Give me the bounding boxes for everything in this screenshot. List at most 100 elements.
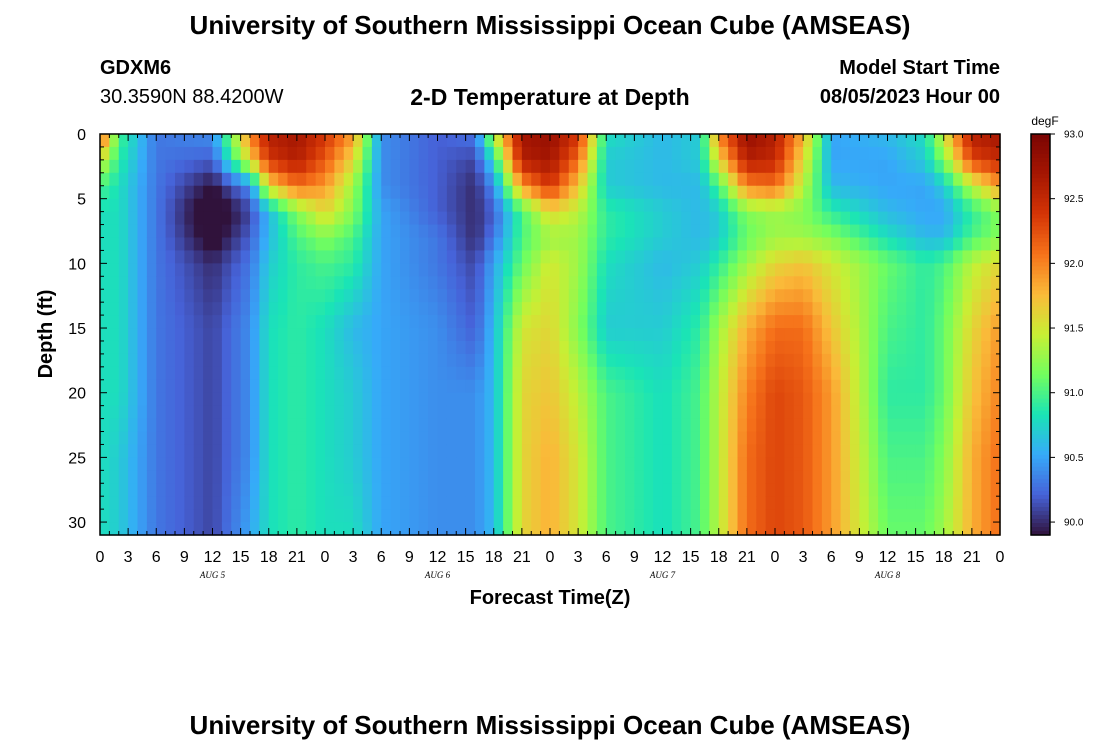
heatmap-cell (456, 146, 467, 161)
heatmap-cell (137, 146, 148, 161)
heatmap-cell (596, 263, 607, 277)
heatmap-cell (906, 379, 917, 394)
heatmap-cell (118, 185, 129, 200)
heatmap-cell (240, 483, 251, 497)
heatmap-cell (962, 509, 973, 523)
heatmap-cell (756, 146, 767, 161)
heatmap-cell (165, 405, 176, 420)
heatmap-cell (700, 470, 710, 484)
heatmap-cell (821, 444, 832, 458)
x-tick-label: 12 (879, 549, 897, 566)
heatmap-cell (259, 457, 270, 471)
heatmap-cell (428, 159, 439, 174)
heatmap-cell (100, 379, 110, 394)
heatmap-cell (906, 405, 917, 420)
heatmap-cell (128, 457, 139, 471)
heatmap-cell (962, 159, 973, 174)
heatmap-cell (418, 134, 429, 148)
heatmap-cell (953, 522, 964, 536)
heatmap-cell (550, 172, 560, 187)
heatmap-cell (362, 289, 373, 303)
heatmap-cell (906, 353, 917, 368)
heatmap-cell (362, 379, 373, 394)
heatmap-cell (859, 353, 870, 368)
heatmap-cell (775, 522, 785, 536)
heatmap-cell (615, 289, 626, 303)
heatmap-cell (381, 353, 392, 368)
heatmap-cell (325, 172, 335, 187)
heatmap-cell (906, 185, 917, 200)
heatmap-cell (287, 522, 298, 536)
colorbar-segment (1031, 146, 1050, 151)
heatmap-cell (803, 134, 814, 148)
heatmap-cell (934, 509, 945, 523)
heatmap-cell (681, 250, 692, 264)
heatmap-cell (184, 405, 195, 420)
heatmap-cell (118, 328, 129, 342)
heatmap-cell (971, 431, 982, 446)
heatmap-cell (906, 289, 917, 303)
heatmap-cell (737, 366, 748, 381)
heatmap-cell (465, 405, 476, 420)
heatmap-cell (296, 134, 307, 148)
heatmap-cell (437, 366, 448, 381)
heatmap-cell (690, 431, 701, 446)
heatmap-cell (943, 405, 954, 420)
heatmap-cell (334, 237, 345, 252)
heatmap-cell (109, 224, 120, 239)
heatmap-cell (587, 340, 598, 355)
heatmap-cell (306, 496, 317, 510)
heatmap-cell (643, 224, 654, 239)
heatmap-cell (718, 315, 729, 329)
heatmap-cell (100, 328, 110, 342)
heatmap-cell (559, 159, 570, 174)
heatmap-cell (306, 522, 317, 536)
heatmap-cell (775, 457, 785, 471)
heatmap-cell (568, 340, 579, 355)
heatmap-cell (587, 146, 598, 161)
heatmap-cell (943, 146, 954, 161)
heatmap-cell (409, 250, 420, 264)
heatmap-cell (718, 418, 729, 433)
heatmap-cell (896, 172, 907, 187)
heatmap-cell (662, 250, 673, 264)
heatmap-cell (831, 172, 842, 187)
heatmap-cell (521, 315, 532, 329)
heatmap-cell (775, 302, 785, 316)
heatmap-cell (737, 457, 748, 471)
heatmap-cell (315, 392, 326, 407)
heatmap-cell (193, 211, 204, 226)
heatmap-cell (596, 431, 607, 446)
heatmap-cell (793, 418, 804, 433)
heatmap-cell (446, 289, 457, 303)
heatmap-cell (634, 353, 645, 368)
heatmap-cell (765, 483, 776, 497)
heatmap-cell (343, 263, 354, 277)
heatmap-cell (221, 198, 232, 213)
heatmap-cell (156, 353, 167, 368)
heatmap-cell (700, 509, 710, 523)
heatmap-cell (681, 353, 692, 368)
heatmap-cell (718, 353, 729, 368)
heatmap-cell (250, 198, 260, 213)
heatmap-cell (934, 366, 945, 381)
heatmap-cell (371, 522, 382, 536)
heatmap-cell (493, 418, 504, 433)
colorbar-units: degF (1031, 114, 1058, 128)
heatmap-cell (428, 379, 439, 394)
heatmap-cell (943, 159, 954, 174)
heatmap-cell (850, 289, 860, 303)
heatmap-cell (409, 366, 420, 381)
heatmap-cell (428, 185, 439, 200)
heatmap-cell (268, 237, 279, 252)
heatmap-cell (812, 483, 823, 497)
heatmap-cell (709, 496, 720, 510)
heatmap-cell (925, 302, 935, 316)
heatmap-cell (465, 185, 476, 200)
heatmap-cell (503, 509, 514, 523)
heatmap-cell (971, 172, 982, 187)
heatmap-cell (250, 418, 260, 433)
heatmap-cell (615, 496, 626, 510)
heatmap-cell (925, 366, 935, 381)
heatmap-cell (634, 276, 645, 290)
